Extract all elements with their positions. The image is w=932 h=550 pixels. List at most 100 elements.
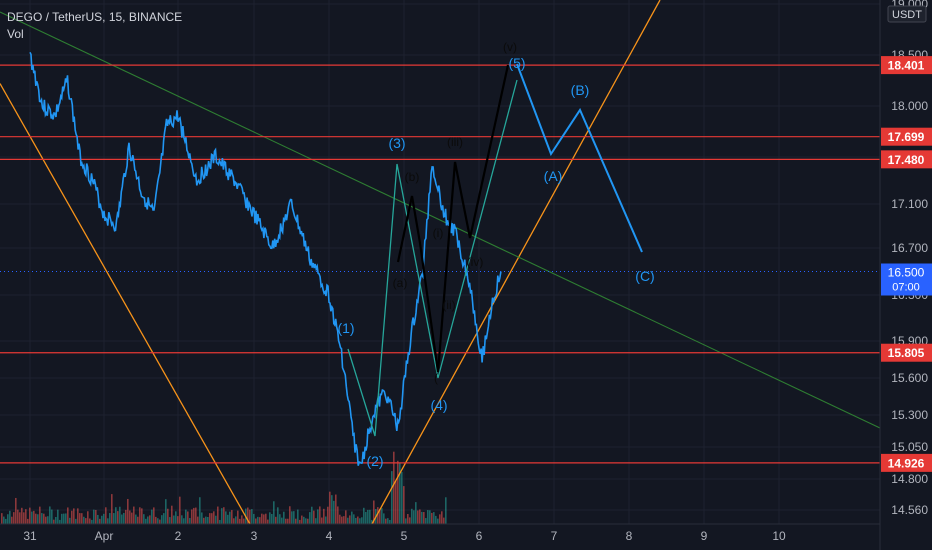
volume-bar	[181, 515, 183, 524]
volume-bar	[251, 509, 253, 524]
volume-bar	[179, 496, 181, 524]
volume-bar	[387, 518, 389, 524]
volume-bar	[83, 516, 85, 524]
volume-bar	[189, 518, 191, 524]
volume-bar	[377, 507, 379, 524]
volume-bar	[177, 516, 179, 524]
volume-bar	[67, 507, 69, 524]
volume-bar	[85, 518, 87, 524]
volume-bar	[221, 508, 223, 524]
volume-bar	[303, 516, 305, 524]
volume-bar	[195, 507, 197, 524]
volume-bar	[21, 507, 23, 524]
volume-bar	[273, 501, 275, 524]
volume-bar	[437, 518, 439, 524]
volume-bar	[351, 511, 353, 524]
volume-bar	[7, 514, 9, 524]
volume-bar	[425, 518, 427, 524]
y-tick-label: 16.700	[891, 241, 928, 255]
volume-bar	[19, 512, 21, 524]
volume-bar	[357, 516, 359, 524]
wave-label-minor: (iv)	[467, 255, 484, 269]
volume-bar	[343, 516, 345, 524]
volume-bar	[71, 510, 73, 524]
wave-label-minor: (ii)	[442, 298, 455, 312]
volume-bar	[321, 517, 323, 524]
last-price-box	[881, 263, 932, 296]
x-tick-label: 6	[476, 529, 483, 543]
volume-bar	[101, 515, 103, 524]
volume-bar	[305, 518, 307, 524]
volume-bar	[435, 515, 437, 524]
volume-bar	[173, 515, 175, 524]
volume-bar	[373, 500, 375, 524]
volume-bar	[407, 513, 409, 524]
price-tag-value: 14.926	[888, 456, 925, 470]
volume-bar	[395, 481, 397, 524]
volume-bar	[227, 514, 229, 524]
volume-bar	[413, 510, 415, 524]
volume-bar	[213, 511, 215, 524]
x-tick-label: 31	[23, 529, 37, 543]
volume-bar	[13, 512, 15, 524]
volume-bar	[121, 514, 123, 524]
wave-primary-cyan	[347, 79, 518, 437]
volume-bar	[139, 507, 141, 524]
volume-bar	[115, 507, 117, 524]
volume-bar	[295, 518, 297, 524]
wave-minor-black	[396, 64, 510, 373]
volume-bar	[47, 516, 49, 524]
wave-label-minor: (	[434, 371, 438, 385]
volume-bar	[241, 515, 243, 524]
volume-bar	[353, 514, 355, 524]
volume-bar	[341, 516, 343, 524]
volume-bar	[137, 516, 139, 524]
y-tick-label: 15.300	[891, 408, 928, 422]
volume-bar	[433, 512, 435, 524]
volume-bar	[39, 506, 41, 524]
volume-bar	[355, 517, 357, 524]
volume-bar	[265, 513, 267, 524]
volume-bar	[385, 518, 387, 524]
last-price-tag: 16.500 07:00	[881, 263, 932, 296]
volume-bar	[259, 517, 261, 524]
volume-bar	[415, 502, 417, 524]
x-axis: 31 Apr 2 3 4 5 6 7 8 9 10	[0, 523, 880, 543]
price-tag: 17.480	[881, 150, 932, 169]
volume-bar	[423, 512, 425, 524]
volume-bar	[365, 511, 367, 524]
y-tick-label: 18.000	[891, 99, 928, 113]
volume-bar	[369, 509, 371, 524]
volume-bar	[99, 518, 101, 524]
currency-badge: USDT	[887, 5, 927, 23]
trendline-orange-up	[371, 0, 661, 525]
volume-bar	[231, 510, 233, 524]
volume-bar	[297, 509, 299, 524]
volume-bar	[1, 513, 3, 524]
volume-bar	[3, 516, 5, 524]
volume-bar	[73, 508, 75, 524]
volume-bar	[311, 506, 313, 524]
volume-label: Vol	[7, 27, 24, 41]
volume-bar	[125, 509, 127, 524]
volume-bar	[347, 517, 349, 524]
currency-label: USDT	[892, 9, 922, 21]
volume-bar	[217, 506, 219, 524]
volume-bar	[367, 509, 369, 524]
volume-bar	[27, 518, 29, 524]
volume-bar	[319, 506, 321, 524]
wave-label-primary: (B)	[571, 82, 590, 98]
volume-bar	[249, 509, 251, 524]
volume-bar	[23, 512, 25, 524]
volume-bar	[383, 513, 385, 524]
wave-label-primary: (1)	[337, 320, 354, 336]
volume-bar	[307, 518, 309, 524]
y-tick-label: 14.560	[891, 503, 928, 517]
volume-bar	[411, 508, 413, 524]
volume-bar	[235, 516, 237, 524]
volume-bar	[89, 518, 91, 524]
volume-bar	[405, 518, 407, 524]
trendline-orange-down	[0, 83, 251, 525]
x-tick-label: 7	[551, 529, 558, 543]
